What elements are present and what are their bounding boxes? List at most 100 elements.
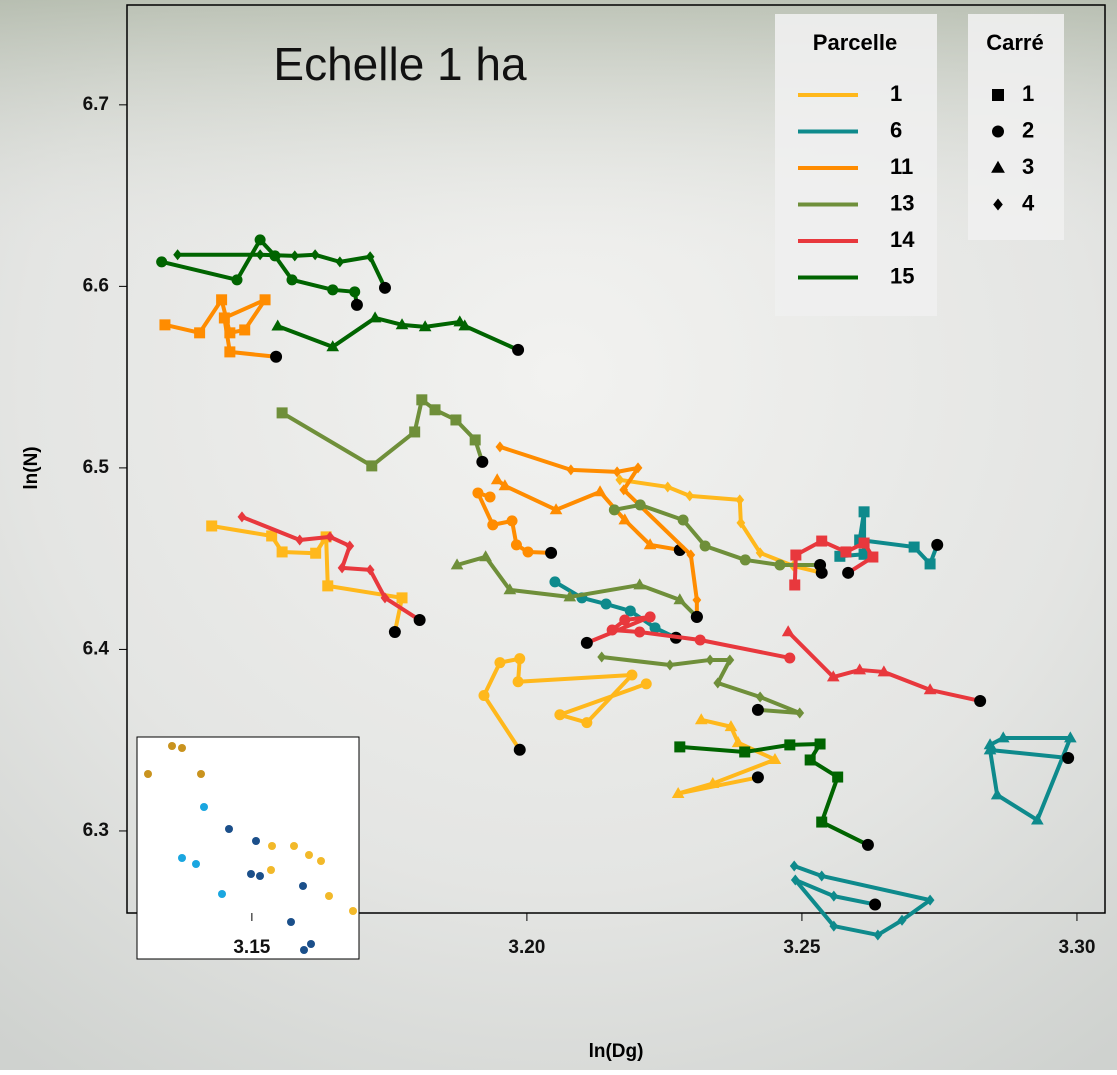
point (290, 250, 300, 262)
point (673, 593, 687, 605)
end-point (513, 743, 526, 756)
point (416, 394, 428, 406)
point (816, 535, 828, 547)
point (789, 860, 799, 872)
point (706, 776, 720, 788)
point (612, 466, 622, 478)
marker-legend-symbol (992, 125, 1004, 138)
point (784, 652, 796, 664)
point (834, 550, 846, 562)
point (458, 319, 472, 331)
end-point (814, 559, 827, 572)
point (409, 426, 421, 438)
point (829, 920, 839, 932)
inset-dots (225, 825, 315, 954)
y-axis-label: ln(N) (21, 446, 42, 489)
point (365, 564, 375, 576)
point (469, 434, 481, 446)
point (665, 659, 675, 671)
point (677, 514, 689, 526)
point (626, 669, 638, 681)
point (725, 654, 735, 666)
point (692, 594, 702, 606)
point (498, 479, 512, 491)
inset-frame (136, 736, 360, 960)
marker-legend-label: 2 (1022, 117, 1034, 142)
point (608, 504, 620, 516)
legend-label: 13 (890, 190, 914, 215)
point (829, 890, 839, 902)
point (396, 592, 408, 604)
point (310, 547, 322, 559)
point (506, 515, 518, 527)
point (853, 663, 866, 675)
point (1064, 731, 1077, 743)
point (368, 311, 382, 323)
point (694, 634, 706, 646)
end-point (413, 614, 426, 627)
point (790, 549, 802, 561)
point (450, 558, 464, 570)
point (858, 548, 870, 560)
end-point (545, 546, 558, 559)
point (514, 653, 526, 665)
point (593, 485, 607, 497)
point (858, 537, 870, 549)
point (634, 499, 646, 511)
trajectory-line (679, 741, 869, 847)
point (254, 234, 266, 246)
y-tick-label: 6.3 (83, 820, 109, 841)
point (563, 590, 577, 602)
y-tick-label: 6.5 (83, 457, 110, 478)
point (674, 741, 686, 753)
marker-legend-symbol (992, 89, 1004, 101)
point (276, 407, 288, 419)
point (503, 583, 517, 595)
point (224, 346, 236, 358)
point (206, 520, 218, 532)
point (817, 870, 827, 882)
point (923, 683, 937, 695)
point (619, 614, 631, 626)
end-point (869, 898, 882, 911)
point (983, 743, 997, 755)
point (789, 579, 801, 591)
inset-dots (267, 842, 357, 915)
trajectory-line (601, 655, 802, 715)
point (549, 503, 563, 515)
x-tick-label: 3.30 (1058, 937, 1095, 958)
point (873, 929, 883, 941)
point (685, 490, 695, 502)
point (897, 914, 907, 926)
point (310, 249, 320, 261)
point (832, 771, 844, 783)
point (1031, 813, 1044, 825)
point (216, 294, 228, 306)
point (271, 319, 285, 331)
point (295, 534, 305, 546)
point (255, 249, 265, 261)
marker-legend-label: 4 (1022, 190, 1035, 215)
point (634, 626, 646, 638)
point (643, 538, 657, 550)
point (739, 554, 751, 566)
point (618, 513, 632, 525)
point (472, 487, 484, 499)
point (755, 691, 765, 703)
background-forest (0, 0, 1117, 260)
point (686, 549, 696, 561)
point (512, 676, 524, 688)
plot-frame (126, 4, 1106, 914)
point (266, 530, 278, 542)
end-point (270, 350, 283, 363)
point (345, 540, 355, 552)
legend-label: 15 (890, 263, 914, 288)
plot (156, 234, 1077, 941)
point (633, 462, 643, 474)
point (713, 677, 723, 689)
point (615, 474, 625, 486)
legend-label: 14 (890, 227, 915, 252)
point (784, 739, 796, 751)
inset-dots (178, 803, 226, 898)
